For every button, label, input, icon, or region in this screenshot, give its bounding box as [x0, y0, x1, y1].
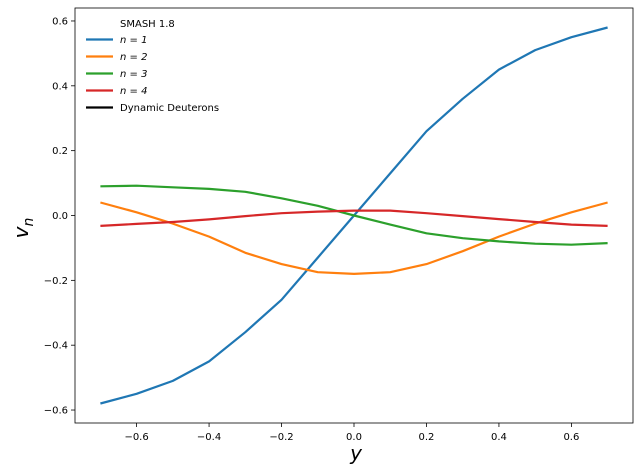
- y-tick-label: −0.6: [44, 406, 68, 417]
- y-axis-label-subscript: n: [21, 218, 37, 227]
- y-axis-label-main: v: [9, 225, 33, 238]
- series-line-n2: [100, 201, 608, 275]
- y-tick-label: 0.4: [52, 81, 68, 92]
- y-axis-ticks: −0.6 −0.4 −0.2 0.0 0.2 0.4 0.6: [44, 16, 75, 417]
- legend-label: n = 1: [120, 35, 147, 46]
- x-tick-label: 0.0: [346, 432, 362, 443]
- y-tick-label: 0.0: [52, 211, 68, 222]
- x-tick-label: 0.6: [563, 432, 579, 443]
- y-tick-label: −0.2: [44, 276, 68, 287]
- x-tick-label: −0.6: [124, 432, 148, 443]
- series-lines: [100, 26, 608, 405]
- y-tick-label: −0.4: [44, 341, 68, 352]
- x-axis-ticks: −0.6 −0.4 −0.2 0.0 0.2 0.4 0.6: [124, 423, 579, 443]
- legend-label: n = 4: [120, 86, 147, 97]
- svg-text:vn: vn: [9, 218, 37, 239]
- y-axis-label: vn: [9, 218, 37, 239]
- x-tick-label: −0.4: [197, 432, 221, 443]
- legend-label: n = 2: [120, 52, 147, 63]
- legend-label: n = 3: [120, 69, 147, 80]
- x-tick-label: 0.4: [491, 432, 507, 443]
- legend-label: Dynamic Deuterons: [120, 103, 219, 114]
- x-axis-label: y: [349, 441, 363, 464]
- x-tick-label: 0.2: [419, 432, 435, 443]
- series-line-n4: [100, 209, 608, 227]
- y-tick-label: 0.2: [52, 146, 68, 157]
- series-line-n3: [100, 184, 608, 246]
- x-tick-label: −0.2: [269, 432, 293, 443]
- legend: SMASH 1.8 n = 1 n = 2 n = 3 n = 4 Dynamic De…: [86, 19, 219, 114]
- y-tick-label: 0.6: [52, 16, 68, 27]
- legend-title: SMASH 1.8: [120, 19, 175, 30]
